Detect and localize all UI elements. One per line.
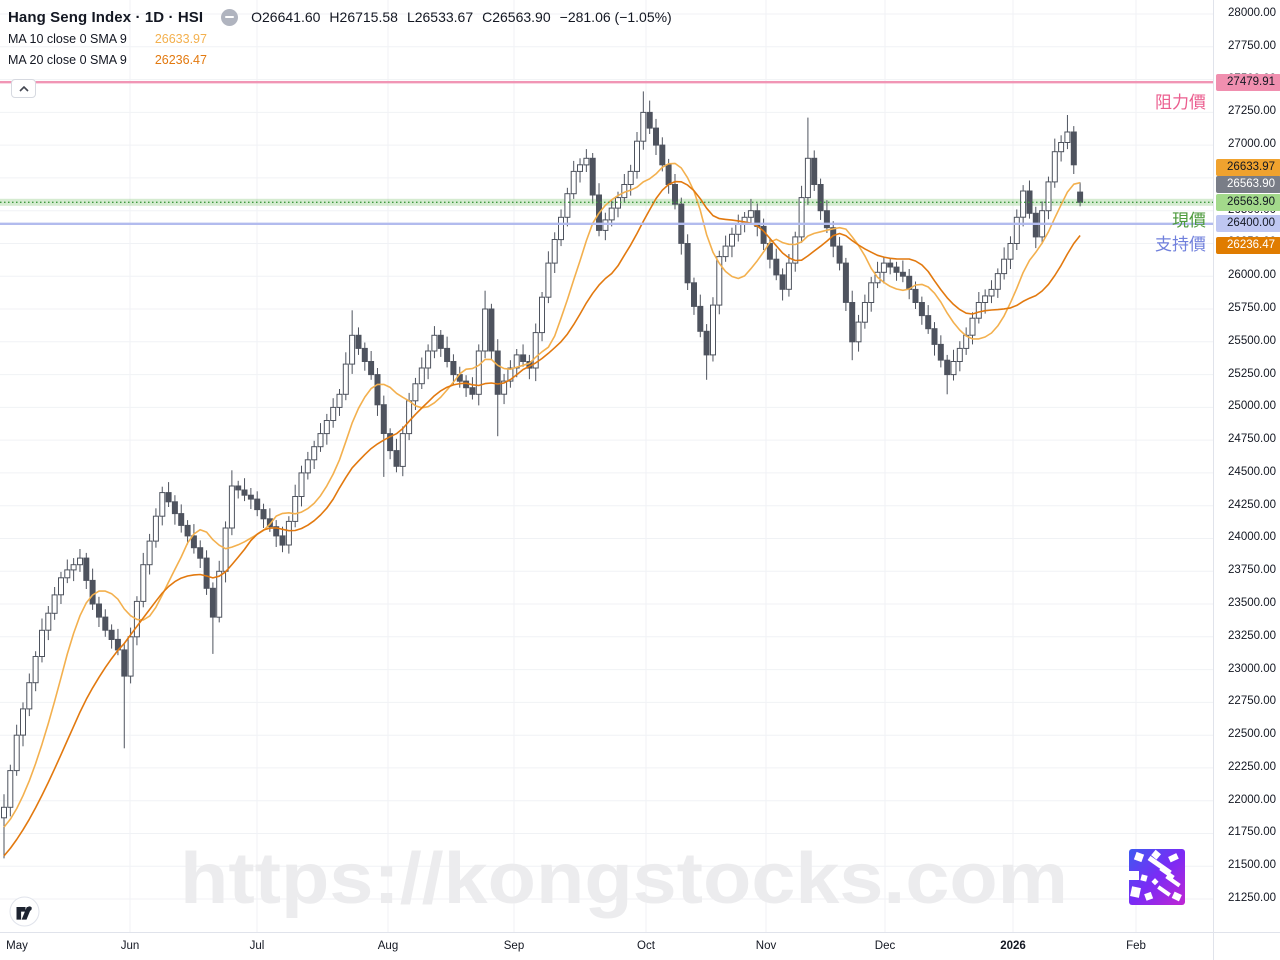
price-tick: 23500.00 [1228, 597, 1276, 610]
watermark: https://kongstocks.com [180, 839, 1068, 919]
high-value: H26715.58 [329, 9, 398, 25]
price-tick: 24500.00 [1228, 465, 1276, 478]
price-tick: 23000.00 [1228, 662, 1276, 675]
price-tick: 25750.00 [1228, 302, 1276, 315]
time-tick-Oct: Oct [637, 940, 655, 952]
price-tick: 24250.00 [1228, 498, 1276, 511]
change-value: −281.06 (−1.05%) [559, 9, 672, 25]
indicator-row-ma20[interactable]: MA 20 close 0 SMA 9 26236.47 [8, 50, 672, 70]
price-tick: 26000.00 [1228, 269, 1276, 282]
price-tick: 22500.00 [1228, 728, 1276, 741]
close-value: C26563.90 [482, 9, 551, 25]
open-value: O26641.60 [251, 9, 321, 25]
time-tick-Feb: Feb [1126, 940, 1146, 952]
support-label: 支持價 [1155, 234, 1206, 254]
price-tick: 27250.00 [1228, 105, 1276, 118]
price-tick: 28000.00 [1228, 7, 1276, 20]
ma20-line [3, 180, 1081, 857]
price-tick: 27750.00 [1228, 39, 1276, 52]
stamp-logo [1129, 849, 1185, 905]
time-tick-May: May [6, 940, 28, 952]
time-tick-2026: 2026 [1000, 940, 1026, 952]
time-scale[interactable]: May Jun Jul Aug Sep Oct Nov Dec 2026 Feb [0, 932, 1280, 960]
tradingview-logo[interactable] [9, 896, 40, 927]
ma20-label: MA 20 close 0 SMA 9 [8, 53, 127, 67]
current-price-band [0, 198, 1213, 206]
price-tick: 21500.00 [1228, 859, 1276, 872]
chart-legend: Hang Seng Index · 1D · HSI O26641.60 H26… [8, 6, 672, 70]
price-badge-resistance-price: 27479.91 [1216, 73, 1280, 91]
time-tick-Aug: Aug [377, 940, 399, 952]
price-badge-last-price: 26563.90 [1216, 175, 1280, 193]
candlestick-layer [1, 91, 1084, 859]
ma10-label: MA 10 close 0 SMA 9 [8, 32, 127, 46]
price-badge-support-line: 26400.00 [1216, 215, 1280, 233]
time-tick-Jun: Jun [120, 940, 140, 952]
price-badge-ma20-value: 26236.47 [1216, 236, 1280, 254]
chevron-up-icon [18, 85, 29, 92]
time-tick-Sep: Sep [503, 940, 525, 952]
price-tick: 22000.00 [1228, 793, 1276, 806]
time-tick-Jul: Jul [249, 940, 265, 952]
price-tick: 22750.00 [1228, 695, 1276, 708]
price-tick: 25500.00 [1228, 334, 1276, 347]
axis-corner [1213, 932, 1280, 960]
ohlc-readout: O26641.60 H26715.58 L26533.67 C26563.90 … [251, 9, 672, 25]
ma10-line [3, 162, 1081, 828]
candlestick-chart-canvas[interactable]: https://kongstocks.com [0, 0, 1213, 932]
price-tick: 24750.00 [1228, 433, 1276, 446]
price-tick: 24000.00 [1228, 531, 1276, 544]
legend-collapse-button[interactable] [11, 79, 36, 98]
price-badge-ma10-value: 26633.97 [1216, 158, 1280, 176]
price-tick: 23750.00 [1228, 564, 1276, 577]
price-tick: 22250.00 [1228, 760, 1276, 773]
ma10-value: 26633.97 [154, 32, 207, 46]
time-tick-Dec: Dec [874, 940, 896, 952]
current-label: 現價 [1172, 211, 1206, 231]
resistance-label: 阻力價 [1155, 93, 1206, 113]
price-tick: 25250.00 [1228, 367, 1276, 380]
indicator-row-ma10[interactable]: MA 10 close 0 SMA 9 26633.97 [8, 29, 672, 49]
price-tick: 27000.00 [1228, 138, 1276, 151]
price-tick: 21250.00 [1228, 892, 1276, 905]
ma20-value: 26236.47 [154, 53, 207, 67]
time-tick-Nov: Nov [755, 940, 777, 952]
price-tick: 21750.00 [1228, 826, 1276, 839]
low-value: L26533.67 [406, 9, 474, 25]
symbol-title[interactable]: Hang Seng Index · 1D · HSI [8, 8, 204, 26]
hide-indicator-minus-icon[interactable] [221, 8, 239, 26]
price-scale[interactable]: 21250.00 21500.00 21750.00 22000.00 22250.00… [1213, 0, 1280, 932]
price-tick: 23250.00 [1228, 629, 1276, 642]
price-tick: 25000.00 [1228, 400, 1276, 413]
price-badge-current-line: 26563.90 [1216, 193, 1280, 211]
